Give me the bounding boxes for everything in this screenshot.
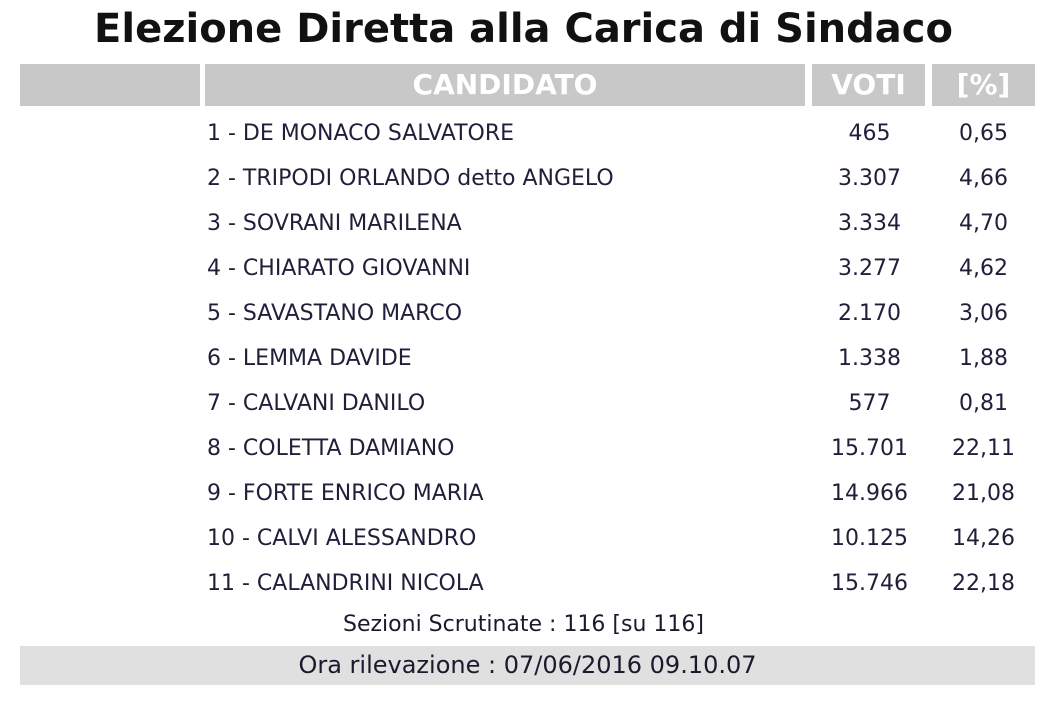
percent: 22,18: [952, 571, 1015, 596]
candidate-name: 3 - SOVRANI MARILENA: [207, 211, 462, 236]
votes: 10.125: [831, 526, 908, 551]
votes: 577: [848, 391, 891, 416]
percent: 4,62: [959, 256, 1008, 281]
votes: 3.277: [838, 256, 901, 281]
page-title: Elezione Diretta alla Carica di Sindaco: [94, 6, 953, 52]
percent: 14,26: [952, 526, 1015, 551]
percent: 4,66: [959, 166, 1008, 191]
candidate-name: 10 - CALVI ALESSANDRO: [207, 526, 477, 551]
votes: 2.170: [838, 301, 901, 326]
candidate-name: 9 - FORTE ENRICO MARIA: [207, 481, 484, 506]
candidate-name: 1 - DE MONACO SALVATORE: [207, 121, 515, 146]
votes: 3.334: [838, 211, 901, 236]
candidate-name: 5 - SAVASTANO MARCO: [207, 301, 463, 326]
votes: 14.966: [831, 481, 908, 506]
percent: 4,70: [959, 211, 1008, 236]
sections-counted: Sezioni Scrutinate : 116 [su 116]: [343, 612, 704, 637]
candidate-name: 6 - LEMMA DAVIDE: [207, 346, 412, 371]
candidate-name: 4 - CHIARATO GIOVANNI: [207, 256, 471, 281]
percent: 3,06: [959, 301, 1008, 326]
header-cell: [%]: [932, 64, 1035, 106]
candidate-name: 8 - COLETTA DAMIANO: [207, 436, 455, 461]
header-cell: VOTI: [812, 64, 925, 106]
percent: 0,81: [959, 391, 1008, 416]
votes: 3.307: [838, 166, 901, 191]
percent: 0,65: [959, 121, 1008, 146]
votes: 15.746: [831, 571, 908, 596]
percent: 22,11: [952, 436, 1015, 461]
candidate-name: 2 - TRIPODI ORLANDO detto ANGELO: [207, 166, 614, 191]
header-cell: CANDIDATO: [205, 64, 805, 106]
candidate-name: 7 - CALVANI DANILO: [207, 391, 426, 416]
candidate-name: 11 - CALANDRINI NICOLA: [207, 571, 484, 596]
votes: 465: [848, 121, 891, 146]
votes: 15.701: [831, 436, 908, 461]
votes: 1.338: [838, 346, 901, 371]
percent: 21,08: [952, 481, 1015, 506]
update-time: Ora rilevazione : 07/06/2016 09.10.07: [20, 646, 1035, 685]
header-blank: [20, 64, 200, 106]
percent: 1,88: [959, 346, 1008, 371]
